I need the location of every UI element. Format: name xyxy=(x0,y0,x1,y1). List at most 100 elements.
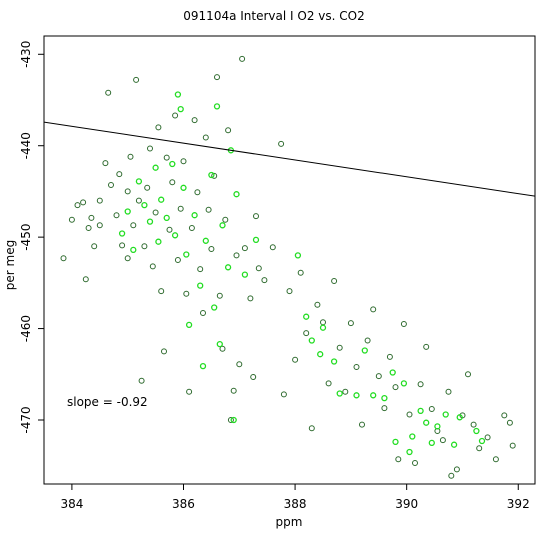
data-point xyxy=(308,337,315,344)
data-point xyxy=(423,343,430,350)
data-point xyxy=(417,381,424,388)
data-point xyxy=(292,356,299,363)
data-point xyxy=(319,324,327,331)
slope-annotation: slope = -0.92 xyxy=(67,395,148,409)
data-point xyxy=(476,445,483,452)
data-point xyxy=(423,419,430,426)
data-point xyxy=(247,295,254,302)
data-point xyxy=(230,387,237,394)
data-point xyxy=(177,205,184,212)
data-point xyxy=(152,164,159,171)
data-point xyxy=(169,179,176,186)
data-point xyxy=(102,160,109,167)
data-point xyxy=(400,380,408,387)
data-point xyxy=(146,218,154,225)
data-point xyxy=(233,252,240,259)
data-point xyxy=(191,212,198,219)
data-point xyxy=(353,364,360,370)
data-point xyxy=(177,105,184,113)
chart-title: 091104a Interval I O2 vs. CO2 xyxy=(183,9,364,23)
regression-line xyxy=(44,121,535,197)
data-point xyxy=(239,55,246,62)
data-point xyxy=(208,171,215,179)
data-point xyxy=(80,199,87,206)
data-point xyxy=(417,407,424,415)
data-point xyxy=(205,206,212,213)
data-point xyxy=(118,230,126,237)
data-point xyxy=(180,184,187,191)
data-point xyxy=(161,348,167,355)
data-point xyxy=(141,243,148,250)
data-point xyxy=(450,441,458,448)
data-point xyxy=(174,91,182,98)
data-point xyxy=(261,277,268,284)
fit-line-layer xyxy=(44,121,535,197)
data-point xyxy=(124,188,131,195)
y-tick-label: -450 xyxy=(19,224,33,251)
data-point xyxy=(222,216,229,223)
data-point xyxy=(124,208,131,215)
data-point xyxy=(253,213,259,220)
data-point xyxy=(138,377,145,384)
data-point xyxy=(171,232,179,239)
data-point xyxy=(158,288,165,295)
data-point xyxy=(68,216,75,223)
data-point xyxy=(166,226,173,233)
data-point xyxy=(370,306,377,313)
data-point xyxy=(381,405,388,412)
data-point xyxy=(224,264,232,271)
data-point xyxy=(149,263,156,270)
data-point xyxy=(364,337,371,344)
data-point xyxy=(185,321,193,329)
data-point xyxy=(331,278,338,284)
data-point xyxy=(303,330,310,337)
data-point xyxy=(96,197,103,204)
data-point xyxy=(336,344,343,351)
data-point xyxy=(216,340,223,348)
data-point xyxy=(278,140,285,147)
data-point xyxy=(336,390,343,397)
data-point xyxy=(308,425,315,432)
data-point xyxy=(60,255,67,262)
data-point xyxy=(506,419,513,426)
y-tick-label: -460 xyxy=(19,315,33,342)
data-point xyxy=(133,76,140,83)
data-point xyxy=(361,347,368,354)
data-point xyxy=(442,411,449,418)
data-point xyxy=(470,421,477,428)
data-point xyxy=(202,134,209,141)
data-point xyxy=(314,301,321,308)
data-point xyxy=(492,456,499,463)
data-point xyxy=(163,214,170,222)
data-point xyxy=(478,437,486,445)
data-point xyxy=(186,388,193,395)
data-point xyxy=(141,201,148,209)
data-point xyxy=(82,276,89,283)
data-point xyxy=(135,178,143,185)
data-point xyxy=(211,172,218,179)
data-point xyxy=(119,242,126,249)
data-point xyxy=(183,290,190,297)
data-point xyxy=(453,466,460,473)
data-point xyxy=(252,236,260,244)
y-axis-label: per meg xyxy=(3,240,17,290)
data-point xyxy=(124,255,131,262)
data-point xyxy=(325,380,332,387)
data-point xyxy=(406,448,413,456)
data-point xyxy=(144,184,151,191)
data-point xyxy=(434,423,441,430)
data-point xyxy=(213,103,221,110)
data-point xyxy=(219,222,226,229)
data-point xyxy=(297,269,304,276)
data-point xyxy=(409,433,416,440)
data-point xyxy=(445,388,452,395)
data-point xyxy=(439,437,446,444)
data-point xyxy=(163,154,170,161)
data-point xyxy=(202,237,209,244)
data-point xyxy=(412,460,418,466)
data-point xyxy=(317,351,324,358)
data-point xyxy=(456,414,463,421)
data-point xyxy=(448,472,455,479)
data-point xyxy=(465,371,471,378)
